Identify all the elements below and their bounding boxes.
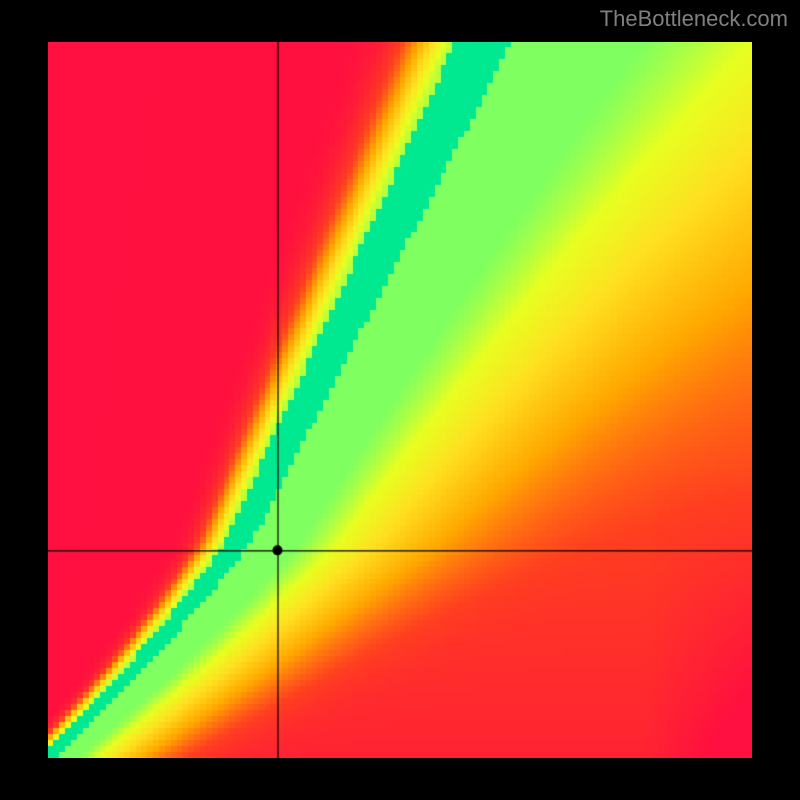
watermark-text: TheBottleneck.com xyxy=(600,6,788,32)
chart-container: TheBottleneck.com xyxy=(0,0,800,800)
heatmap-canvas xyxy=(48,42,752,758)
